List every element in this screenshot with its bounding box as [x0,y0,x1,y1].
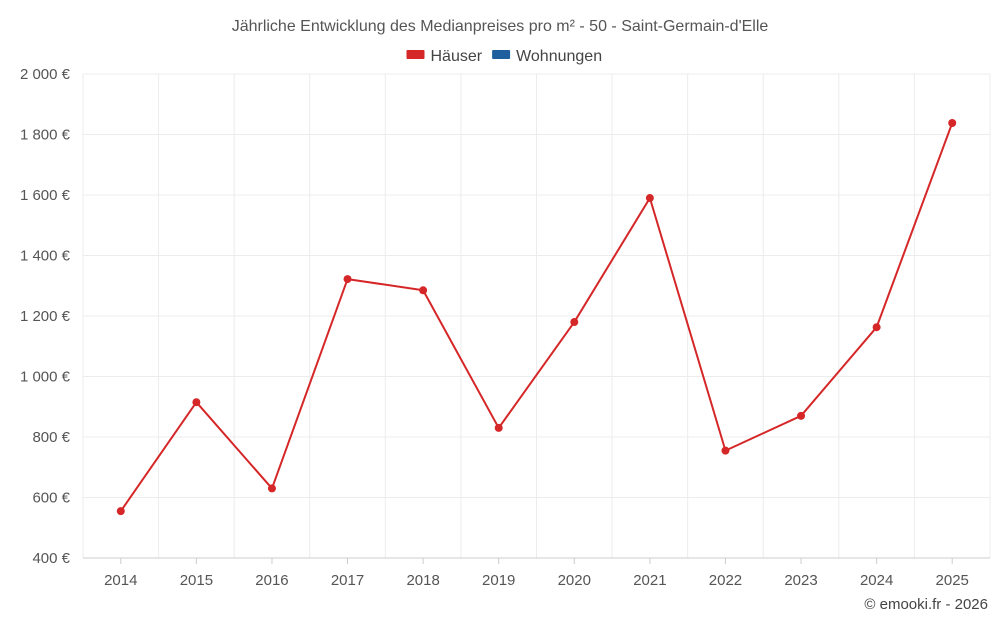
y-tick-label: 1 200 € [20,308,71,325]
data-point[interactable] [797,411,806,420]
x-tick-label: 2017 [331,572,364,589]
y-axis: 400 € 600 € 800 € 1 000 € 1 200 € 1 400 € 1 60… [20,66,71,567]
y-tick-label: 1 600 € [20,187,71,204]
x-tick-label: 2016 [255,572,288,589]
data-point[interactable] [872,323,881,332]
data-point[interactable] [494,423,503,432]
legend-item[interactable]: Häuser [406,48,483,65]
x-tick-label: 2025 [936,572,969,589]
data-point[interactable] [570,318,579,327]
series-layer [116,119,957,516]
x-tick-label: 2018 [406,572,439,589]
x-tick-label: 2021 [633,572,666,589]
data-point[interactable] [645,194,654,203]
data-point[interactable] [192,398,201,407]
footer-credit: © emooki.fr - 2026 [864,596,988,613]
data-point[interactable] [267,484,276,493]
x-tick-label: 2019 [482,572,515,589]
chart-title: Jährliche Entwicklung des Medianpreises … [232,18,769,35]
legend-label: Häuser [431,48,483,65]
x-tick-label: 2020 [558,572,591,589]
data-point[interactable] [343,275,352,284]
legend-swatch [406,50,425,59]
x-tick-label: 2024 [860,572,893,589]
legend-swatch [492,50,511,59]
data-point[interactable] [948,119,957,128]
legend: Häuser Wohnungen [406,48,602,65]
x-axis: 2014 2015 2016 2017 2018 2019 2020 2021 2022 2023… [104,558,969,589]
x-tick-label: 2014 [104,572,137,589]
y-tick-label: 1 800 € [20,127,71,144]
y-tick-label: 600 € [32,490,70,507]
legend-item[interactable]: Wohnungen [492,48,602,65]
y-tick-label: 800 € [32,429,70,446]
data-point[interactable] [721,446,730,455]
y-tick-label: 1 400 € [20,248,71,265]
legend-label: Wohnungen [516,48,602,65]
x-tick-label: 2023 [784,572,817,589]
series-line [119,122,954,512]
y-tick-label: 400 € [32,550,70,567]
y-tick-label: 1 000 € [20,369,71,386]
y-tick-label: 2 000 € [20,66,71,83]
data-point[interactable] [116,507,125,516]
x-tick-label: 2022 [709,572,742,589]
grid [82,73,991,559]
data-point[interactable] [419,286,428,295]
x-tick-label: 2015 [180,572,213,589]
